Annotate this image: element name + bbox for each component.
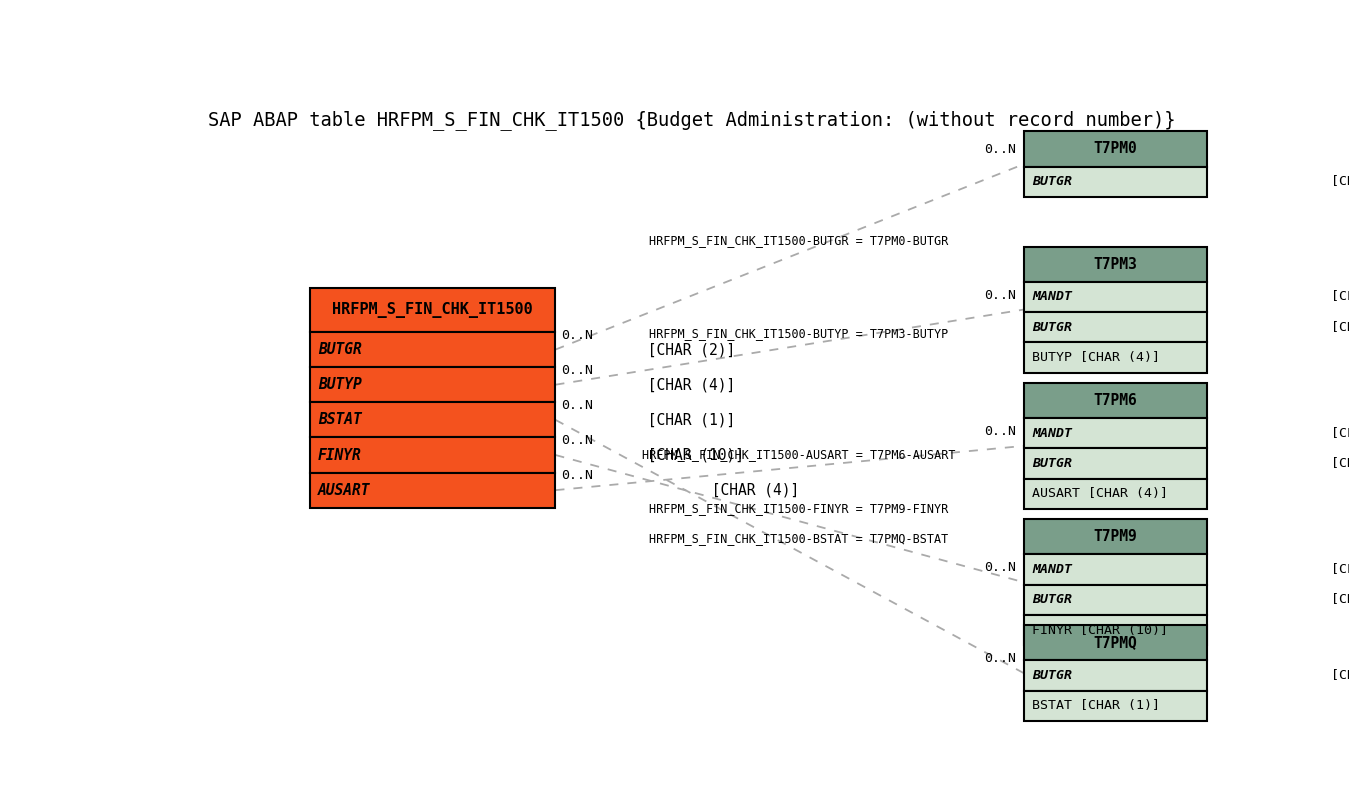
Text: 0..N: 0..N: [985, 652, 1017, 665]
Text: BUTGR: BUTGR: [1032, 457, 1072, 470]
Text: [CHAR (2)]: [CHAR (2)]: [1323, 593, 1349, 606]
Text: [CHAR (2)]: [CHAR (2)]: [1323, 457, 1349, 470]
Bar: [1024, 246, 1207, 282]
Bar: [310, 402, 556, 438]
Text: BUTGR: BUTGR: [1032, 176, 1072, 188]
Text: BSTAT [CHAR (1)]: BSTAT [CHAR (1)]: [1032, 700, 1160, 712]
Bar: [1024, 383, 1207, 418]
Text: 0..N: 0..N: [985, 289, 1017, 301]
Text: HRFPM_S_FIN_CHK_IT1500: HRFPM_S_FIN_CHK_IT1500: [332, 302, 533, 318]
Text: [CHAR (2)]: [CHAR (2)]: [1323, 669, 1349, 682]
Text: 0..N: 0..N: [985, 425, 1017, 438]
Text: [CHAR (2)]: [CHAR (2)]: [639, 342, 735, 357]
Text: MANDT: MANDT: [1032, 290, 1072, 303]
Bar: [1024, 585, 1207, 615]
Bar: [310, 332, 556, 367]
Text: 0..N: 0..N: [561, 364, 592, 377]
Bar: [310, 472, 556, 508]
Text: [CHAR (2)]: [CHAR (2)]: [1323, 320, 1349, 334]
Bar: [1024, 131, 1207, 167]
Text: BUTGR: BUTGR: [1032, 593, 1072, 606]
Text: BUTGR: BUTGR: [318, 342, 362, 357]
Text: 0..N: 0..N: [561, 469, 592, 482]
Text: 0..N: 0..N: [561, 434, 592, 447]
Bar: [1024, 478, 1207, 509]
Bar: [310, 438, 556, 472]
Text: BUTYP [CHAR (4)]: BUTYP [CHAR (4)]: [1032, 351, 1160, 364]
Bar: [1024, 554, 1207, 585]
Bar: [1024, 342, 1207, 372]
Text: HRFPM_S_FIN_CHK_IT1500-BUTGR = T7PM0-BUTGR: HRFPM_S_FIN_CHK_IT1500-BUTGR = T7PM0-BUT…: [649, 234, 948, 247]
Text: T7PM3: T7PM3: [1094, 257, 1137, 272]
Text: [CHAR (4)]: [CHAR (4)]: [703, 482, 800, 497]
Text: HRFPM_S_FIN_CHK_IT1500-BUTYP = T7PM3-BUTYP: HRFPM_S_FIN_CHK_IT1500-BUTYP = T7PM3-BUT…: [649, 327, 948, 339]
Text: SAP ABAP table HRFPM_S_FIN_CHK_IT1500 {Budget Administration: (without record nu: SAP ABAP table HRFPM_S_FIN_CHK_IT1500 {B…: [208, 109, 1175, 130]
Bar: [1024, 615, 1207, 645]
Text: [CLNT (3)]: [CLNT (3)]: [1323, 563, 1349, 576]
Bar: [310, 367, 556, 402]
Bar: [1024, 691, 1207, 721]
Text: T7PMQ: T7PMQ: [1094, 635, 1137, 650]
Text: [CHAR (2)]: [CHAR (2)]: [1323, 176, 1349, 188]
Text: AUSART [CHAR (4)]: AUSART [CHAR (4)]: [1032, 487, 1168, 501]
Text: BSTAT: BSTAT: [318, 412, 362, 427]
Text: BUTYP: BUTYP: [318, 377, 362, 392]
Text: FINYR: FINYR: [318, 448, 362, 463]
Text: [CHAR (10)]: [CHAR (10)]: [639, 448, 745, 463]
Text: [CHAR (4)]: [CHAR (4)]: [639, 377, 735, 392]
Text: BUTGR: BUTGR: [1032, 669, 1072, 682]
Text: 0..N: 0..N: [561, 329, 592, 342]
Bar: [310, 288, 556, 332]
Text: [CHAR (1)]: [CHAR (1)]: [639, 412, 735, 427]
Text: T7PM0: T7PM0: [1094, 142, 1137, 157]
Text: 0..N: 0..N: [985, 143, 1017, 157]
Text: AUSART: AUSART: [318, 482, 371, 497]
Bar: [1024, 167, 1207, 197]
Text: [CLNT (3)]: [CLNT (3)]: [1323, 427, 1349, 440]
Bar: [1024, 449, 1207, 478]
Text: 0..N: 0..N: [985, 561, 1017, 575]
Bar: [1024, 519, 1207, 554]
Text: [CLNT (3)]: [CLNT (3)]: [1323, 290, 1349, 303]
Bar: [1024, 312, 1207, 342]
Text: HRFPM_S_FIN_CHK_IT1500-BSTAT = T7PMQ-BSTAT: HRFPM_S_FIN_CHK_IT1500-BSTAT = T7PMQ-BST…: [649, 533, 948, 545]
Text: MANDT: MANDT: [1032, 427, 1072, 440]
Text: HRFPM_S_FIN_CHK_IT1500-FINYR = T7PM9-FINYR: HRFPM_S_FIN_CHK_IT1500-FINYR = T7PM9-FIN…: [649, 502, 948, 515]
Bar: [1024, 626, 1207, 660]
Text: T7PM9: T7PM9: [1094, 530, 1137, 545]
Bar: [1024, 660, 1207, 691]
Text: T7PM6: T7PM6: [1094, 393, 1137, 408]
Text: MANDT: MANDT: [1032, 563, 1072, 576]
Text: BUTGR: BUTGR: [1032, 320, 1072, 334]
Bar: [1024, 282, 1207, 312]
Bar: [1024, 418, 1207, 449]
Text: 0..N: 0..N: [561, 399, 592, 412]
Text: HRFPM_S_FIN_CHK_IT1500-AUSART = T7PM6-AUSART: HRFPM_S_FIN_CHK_IT1500-AUSART = T7PM6-AU…: [642, 448, 955, 461]
Text: FINYR [CHAR (10)]: FINYR [CHAR (10)]: [1032, 623, 1168, 637]
